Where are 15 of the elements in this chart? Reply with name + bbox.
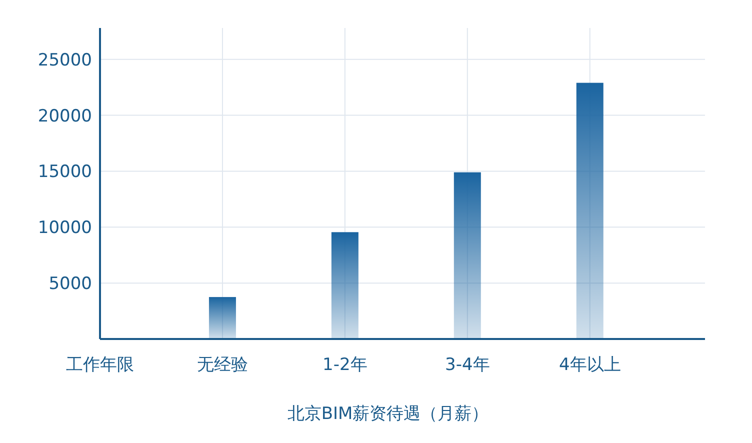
x-axis-title: 北京BIM薪资待遇（月薪） (287, 404, 489, 424)
y-tick-label: 25000 (38, 50, 92, 70)
x-tick-label: 无经验 (196, 355, 248, 375)
bar (576, 82, 604, 339)
bar (454, 172, 481, 339)
x-tick-label: 1-2年 (322, 355, 368, 375)
x-tick-label: 工作年限 (66, 355, 134, 375)
bar (208, 297, 236, 339)
x-tick-label: 3-4年 (445, 355, 490, 375)
y-tick-label: 15000 (38, 162, 92, 182)
y-tick-label: 20000 (38, 106, 92, 126)
bar (331, 232, 358, 339)
y-tick-label: 5000 (48, 274, 92, 294)
x-tick-label: 4年以上 (558, 355, 621, 375)
y-tick-label: 10000 (38, 218, 92, 238)
